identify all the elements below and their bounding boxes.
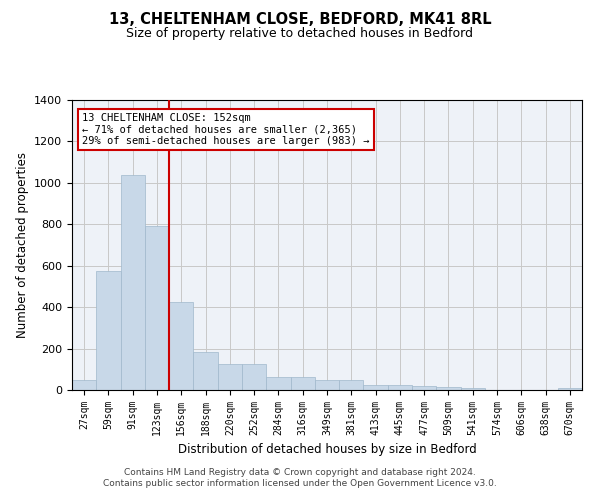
Text: 13 CHELTENHAM CLOSE: 152sqm
← 71% of detached houses are smaller (2,365)
29% of : 13 CHELTENHAM CLOSE: 152sqm ← 71% of det… [82,113,370,146]
Bar [121,174,145,390]
Bar [339,380,364,390]
Bar [461,388,485,390]
Bar [169,302,193,390]
Bar [436,387,461,390]
Bar [290,376,315,390]
Bar [218,364,242,390]
Bar [558,388,582,390]
Text: Contains HM Land Registry data © Crown copyright and database right 2024.
Contai: Contains HM Land Registry data © Crown c… [103,468,497,487]
Bar [242,364,266,390]
Text: Size of property relative to detached houses in Bedford: Size of property relative to detached ho… [127,28,473,40]
Bar [412,386,436,390]
Bar [96,271,121,390]
Bar [145,226,169,390]
Y-axis label: Number of detached properties: Number of detached properties [16,152,29,338]
Bar [388,385,412,390]
Bar [266,376,290,390]
X-axis label: Distribution of detached houses by size in Bedford: Distribution of detached houses by size … [178,444,476,456]
Text: 13, CHELTENHAM CLOSE, BEDFORD, MK41 8RL: 13, CHELTENHAM CLOSE, BEDFORD, MK41 8RL [109,12,491,28]
Bar [72,380,96,390]
Bar [315,380,339,390]
Bar [364,385,388,390]
Bar [193,352,218,390]
